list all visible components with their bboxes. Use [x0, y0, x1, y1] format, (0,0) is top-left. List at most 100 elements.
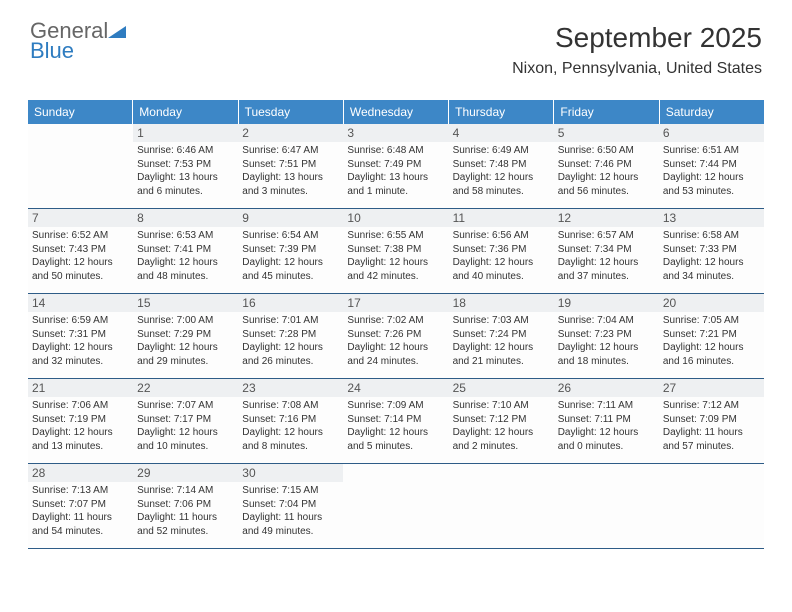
daylight-text: and 21 minutes. [453, 355, 550, 369]
day-number: 1 [133, 124, 238, 142]
day-number: 9 [238, 209, 343, 227]
daylight-text: and 13 minutes. [32, 440, 129, 454]
day-cell: 15Sunrise: 7:00 AMSunset: 7:29 PMDayligh… [133, 294, 238, 378]
day-cell: 9Sunrise: 6:54 AMSunset: 7:39 PMDaylight… [238, 209, 343, 293]
sunset-text: Sunset: 7:39 PM [242, 243, 339, 257]
week-row: 1Sunrise: 6:46 AMSunset: 7:53 PMDaylight… [28, 124, 764, 209]
day-cell: 23Sunrise: 7:08 AMSunset: 7:16 PMDayligh… [238, 379, 343, 463]
day-cell: 4Sunrise: 6:49 AMSunset: 7:48 PMDaylight… [449, 124, 554, 208]
sunrise-text: Sunrise: 7:04 AM [558, 314, 655, 328]
daylight-text: and 2 minutes. [453, 440, 550, 454]
daylight-text: Daylight: 12 hours [663, 171, 760, 185]
day-number: 30 [238, 464, 343, 482]
daylight-text: and 58 minutes. [453, 185, 550, 199]
daylight-text: Daylight: 11 hours [32, 511, 129, 525]
day-number: 4 [449, 124, 554, 142]
sunset-text: Sunset: 7:41 PM [137, 243, 234, 257]
sunset-text: Sunset: 7:09 PM [663, 413, 760, 427]
daylight-text: Daylight: 12 hours [453, 256, 550, 270]
day-cell: 29Sunrise: 7:14 AMSunset: 7:06 PMDayligh… [133, 464, 238, 548]
empty-cell [343, 464, 448, 548]
daylight-text: and 53 minutes. [663, 185, 760, 199]
sunrise-text: Sunrise: 6:56 AM [453, 229, 550, 243]
daylight-text: Daylight: 11 hours [663, 426, 760, 440]
calendar: SundayMondayTuesdayWednesdayThursdayFrid… [28, 100, 764, 549]
day-number: 19 [554, 294, 659, 312]
daylight-text: and 8 minutes. [242, 440, 339, 454]
day-cell: 17Sunrise: 7:02 AMSunset: 7:26 PMDayligh… [343, 294, 448, 378]
daylight-text: Daylight: 12 hours [32, 256, 129, 270]
sunrise-text: Sunrise: 6:51 AM [663, 144, 760, 158]
daylight-text: and 54 minutes. [32, 525, 129, 539]
sunset-text: Sunset: 7:21 PM [663, 328, 760, 342]
sunrise-text: Sunrise: 7:06 AM [32, 399, 129, 413]
day-cell: 11Sunrise: 6:56 AMSunset: 7:36 PMDayligh… [449, 209, 554, 293]
sunset-text: Sunset: 7:44 PM [663, 158, 760, 172]
daylight-text: Daylight: 13 hours [242, 171, 339, 185]
day-number: 11 [449, 209, 554, 227]
daylight-text: and 37 minutes. [558, 270, 655, 284]
day-cell: 25Sunrise: 7:10 AMSunset: 7:12 PMDayligh… [449, 379, 554, 463]
sunset-text: Sunset: 7:24 PM [453, 328, 550, 342]
sunrise-text: Sunrise: 6:52 AM [32, 229, 129, 243]
day-cell: 10Sunrise: 6:55 AMSunset: 7:38 PMDayligh… [343, 209, 448, 293]
daylight-text: and 5 minutes. [347, 440, 444, 454]
day-cell: 18Sunrise: 7:03 AMSunset: 7:24 PMDayligh… [449, 294, 554, 378]
sunset-text: Sunset: 7:19 PM [32, 413, 129, 427]
daylight-text: Daylight: 13 hours [137, 171, 234, 185]
day-number: 8 [133, 209, 238, 227]
day-number: 5 [554, 124, 659, 142]
daylight-text: Daylight: 11 hours [137, 511, 234, 525]
daylight-text: and 40 minutes. [453, 270, 550, 284]
daylight-text: Daylight: 12 hours [558, 426, 655, 440]
week-row: 14Sunrise: 6:59 AMSunset: 7:31 PMDayligh… [28, 294, 764, 379]
sunrise-text: Sunrise: 7:09 AM [347, 399, 444, 413]
location-subtitle: Nixon, Pennsylvania, United States [512, 60, 762, 78]
daylight-text: and 24 minutes. [347, 355, 444, 369]
day-cell: 3Sunrise: 6:48 AMSunset: 7:49 PMDaylight… [343, 124, 448, 208]
daylight-text: Daylight: 12 hours [347, 341, 444, 355]
daylight-text: and 57 minutes. [663, 440, 760, 454]
day-number: 16 [238, 294, 343, 312]
day-cell: 20Sunrise: 7:05 AMSunset: 7:21 PMDayligh… [659, 294, 764, 378]
sunrise-text: Sunrise: 6:46 AM [137, 144, 234, 158]
sunset-text: Sunset: 7:53 PM [137, 158, 234, 172]
sunset-text: Sunset: 7:38 PM [347, 243, 444, 257]
sunset-text: Sunset: 7:12 PM [453, 413, 550, 427]
day-cell: 26Sunrise: 7:11 AMSunset: 7:11 PMDayligh… [554, 379, 659, 463]
day-cell: 6Sunrise: 6:51 AMSunset: 7:44 PMDaylight… [659, 124, 764, 208]
day-number: 7 [28, 209, 133, 227]
daylight-text: Daylight: 12 hours [242, 256, 339, 270]
daylight-text: and 16 minutes. [663, 355, 760, 369]
daylight-text: Daylight: 13 hours [347, 171, 444, 185]
sunset-text: Sunset: 7:31 PM [32, 328, 129, 342]
day-cell: 30Sunrise: 7:15 AMSunset: 7:04 PMDayligh… [238, 464, 343, 548]
day-number: 17 [343, 294, 448, 312]
sunrise-text: Sunrise: 6:53 AM [137, 229, 234, 243]
day-header: Wednesday [344, 100, 449, 124]
sunrise-text: Sunrise: 7:07 AM [137, 399, 234, 413]
sunrise-text: Sunrise: 7:10 AM [453, 399, 550, 413]
daylight-text: Daylight: 12 hours [347, 426, 444, 440]
day-number: 23 [238, 379, 343, 397]
day-cell: 19Sunrise: 7:04 AMSunset: 7:23 PMDayligh… [554, 294, 659, 378]
daylight-text: and 3 minutes. [242, 185, 339, 199]
empty-cell [554, 464, 659, 548]
sunset-text: Sunset: 7:14 PM [347, 413, 444, 427]
day-cell: 24Sunrise: 7:09 AMSunset: 7:14 PMDayligh… [343, 379, 448, 463]
sunrise-text: Sunrise: 6:55 AM [347, 229, 444, 243]
daylight-text: Daylight: 11 hours [242, 511, 339, 525]
sunrise-text: Sunrise: 7:13 AM [32, 484, 129, 498]
page-title: September 2025 [512, 22, 762, 54]
day-number: 29 [133, 464, 238, 482]
daylight-text: and 29 minutes. [137, 355, 234, 369]
day-number: 15 [133, 294, 238, 312]
daylight-text: and 45 minutes. [242, 270, 339, 284]
sunset-text: Sunset: 7:23 PM [558, 328, 655, 342]
day-cell: 27Sunrise: 7:12 AMSunset: 7:09 PMDayligh… [659, 379, 764, 463]
day-number: 12 [554, 209, 659, 227]
daylight-text: and 0 minutes. [558, 440, 655, 454]
week-row: 21Sunrise: 7:06 AMSunset: 7:19 PMDayligh… [28, 379, 764, 464]
day-header: Sunday [28, 100, 133, 124]
sunrise-text: Sunrise: 7:02 AM [347, 314, 444, 328]
